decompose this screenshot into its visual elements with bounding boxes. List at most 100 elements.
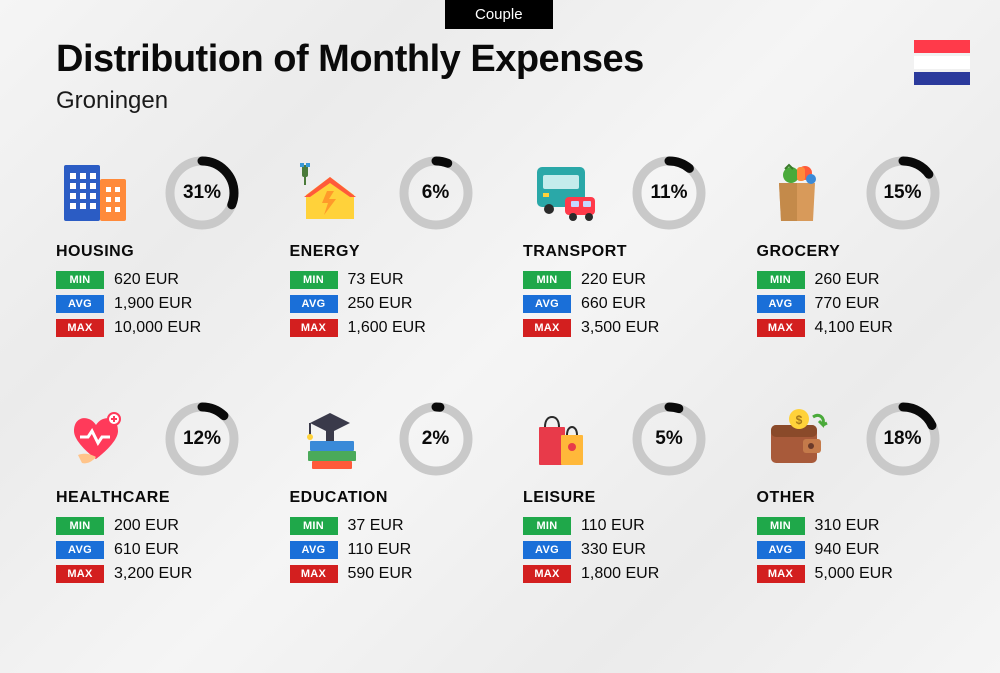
- stat-avg: AVG 110 EUR: [290, 541, 504, 559]
- max-badge: MAX: [523, 565, 571, 583]
- stat-max: MAX5,000 EUR: [757, 565, 971, 583]
- max-badge: MAX: [757, 319, 805, 337]
- expense-card-housing: 31%HOUSINGMIN620 EURAVG1,900 EURMAX10,00…: [56, 155, 270, 343]
- min-value: 37 EUR: [348, 517, 404, 535]
- stat-max: MAX1,800 EUR: [523, 565, 737, 583]
- max-value: 1,600 EUR: [348, 319, 426, 337]
- min-value: 310 EUR: [815, 517, 880, 535]
- max-badge: MAX: [56, 319, 104, 337]
- category-name: TRANSPORT: [523, 243, 737, 261]
- max-badge: MAX: [757, 565, 805, 583]
- percentage-donut: 2%: [398, 401, 474, 477]
- min-value: 200 EUR: [114, 517, 179, 535]
- avg-badge: AVG: [757, 541, 805, 559]
- min-badge: MIN: [757, 271, 805, 289]
- min-badge: MIN: [523, 517, 571, 535]
- max-value: 3,500 EUR: [581, 319, 659, 337]
- min-badge: MIN: [757, 517, 805, 535]
- min-value: 110 EUR: [581, 517, 645, 535]
- percentage-donut: 18%: [865, 401, 941, 477]
- pct-label: 2%: [422, 428, 449, 450]
- expense-card-education: 2% EDUCATION MIN 37 EUR AVG 110 EUR MAX 590 EUR: [290, 401, 504, 589]
- percentage-donut: 15%: [865, 155, 941, 231]
- svg-text:$: $: [795, 413, 802, 427]
- flag-stripe-white: [914, 56, 970, 69]
- category-name: HOUSING: [56, 243, 270, 261]
- grocery-bag-icon: [757, 155, 837, 231]
- min-badge: MIN: [56, 517, 104, 535]
- stat-min: MIN 73 EUR: [290, 271, 504, 289]
- avg-value: 330 EUR: [581, 541, 646, 559]
- category-name: ENERGY: [290, 243, 504, 261]
- avg-badge: AVG: [290, 295, 338, 313]
- min-value: 620 EUR: [114, 271, 179, 289]
- stat-avg: AVG 330 EUR: [523, 541, 737, 559]
- stat-avg: AVG610 EUR: [56, 541, 270, 559]
- avg-badge: AVG: [523, 541, 571, 559]
- stat-min: MIN 620 EUR: [56, 271, 270, 289]
- max-value: 590 EUR: [348, 565, 413, 583]
- percentage-donut: 11%: [631, 155, 707, 231]
- category-name: EDUCATION: [290, 489, 504, 507]
- avg-badge: AVG: [56, 541, 104, 559]
- stat-max: MAX 3,500 EUR: [523, 319, 737, 337]
- avg-value: 110 EUR: [348, 541, 412, 559]
- header: Distribution of Monthly Expenses Groning…: [56, 38, 644, 115]
- avg-value: 660 EUR: [581, 295, 646, 313]
- max-badge: MAX: [523, 319, 571, 337]
- bus-car-icon: [523, 155, 603, 231]
- avg-value: 770 EUR: [815, 295, 880, 313]
- percentage-donut: 12%: [164, 401, 240, 477]
- netherlands-flag-icon: [914, 40, 970, 88]
- percentage-donut: 5%: [631, 401, 707, 477]
- avg-value: 1,900 EUR: [114, 295, 192, 313]
- stat-avg: AVG 940 EUR: [757, 541, 971, 559]
- min-badge: MIN: [290, 517, 338, 535]
- stat-min: MIN 260 EUR: [757, 271, 971, 289]
- min-value: 260 EUR: [815, 271, 880, 289]
- shopping-bags-icon: [523, 401, 603, 477]
- expense-card-other: $18% OTHER MIN 310 EUR AVG 940 EUR MAX5,000 EU…: [757, 401, 971, 589]
- pct-label: 5%: [655, 428, 682, 450]
- avg-value: 940 EUR: [815, 541, 880, 559]
- category-name: HEALTHCARE: [56, 489, 270, 507]
- max-badge: MAX: [290, 565, 338, 583]
- category-name: LEISURE: [523, 489, 737, 507]
- max-badge: MAX: [290, 319, 338, 337]
- profile-tab: Couple: [445, 0, 553, 29]
- pct-label: 31%: [183, 182, 221, 204]
- flag-stripe-red: [914, 40, 970, 53]
- expense-card-energy: 6% ENERGY MIN 73 EUR AVG 250 EUR MAX 1,600 EUR: [290, 155, 504, 343]
- stat-min: MIN 200 EUR: [56, 517, 270, 535]
- expense-card-grocery: 15% GROCERY MIN 260 EUR AVG 770 EUR MAX4,100 E…: [757, 155, 971, 343]
- max-badge: MAX: [56, 565, 104, 583]
- category-name: OTHER: [757, 489, 971, 507]
- stat-avg: AVG 250 EUR: [290, 295, 504, 313]
- pct-label: 6%: [422, 182, 449, 204]
- stat-min: MIN 220 EUR: [523, 271, 737, 289]
- stat-max: MAX4,100 EUR: [757, 319, 971, 337]
- buildings-icon: [56, 155, 136, 231]
- expense-card-leisure: 5% LEISURE MIN 110 EUR AVG 330 EUR MAX1,800 EU…: [523, 401, 737, 589]
- stat-min: MIN 310 EUR: [757, 517, 971, 535]
- min-badge: MIN: [523, 271, 571, 289]
- expense-grid: 31%HOUSINGMIN620 EURAVG1,900 EURMAX10,00…: [56, 155, 970, 589]
- page-title: Distribution of Monthly Expenses: [56, 38, 644, 81]
- education-icon: [290, 401, 370, 477]
- avg-badge: AVG: [523, 295, 571, 313]
- min-value: 220 EUR: [581, 271, 646, 289]
- healthcare-icon: [56, 401, 136, 477]
- category-name: GROCERY: [757, 243, 971, 261]
- min-value: 73 EUR: [348, 271, 404, 289]
- pct-label: 12%: [183, 428, 221, 450]
- expense-card-healthcare: 12%HEALTHCAREMIN200 EURAVG610 EURMAX3,20…: [56, 401, 270, 589]
- energy-house-icon: [290, 155, 370, 231]
- percentage-donut: 6%: [398, 155, 474, 231]
- stat-avg: AVG1,900 EUR: [56, 295, 270, 313]
- avg-badge: AVG: [290, 541, 338, 559]
- avg-badge: AVG: [757, 295, 805, 313]
- min-badge: MIN: [56, 271, 104, 289]
- stat-min: MIN 110 EUR: [523, 517, 737, 535]
- min-badge: MIN: [290, 271, 338, 289]
- avg-value: 250 EUR: [348, 295, 413, 313]
